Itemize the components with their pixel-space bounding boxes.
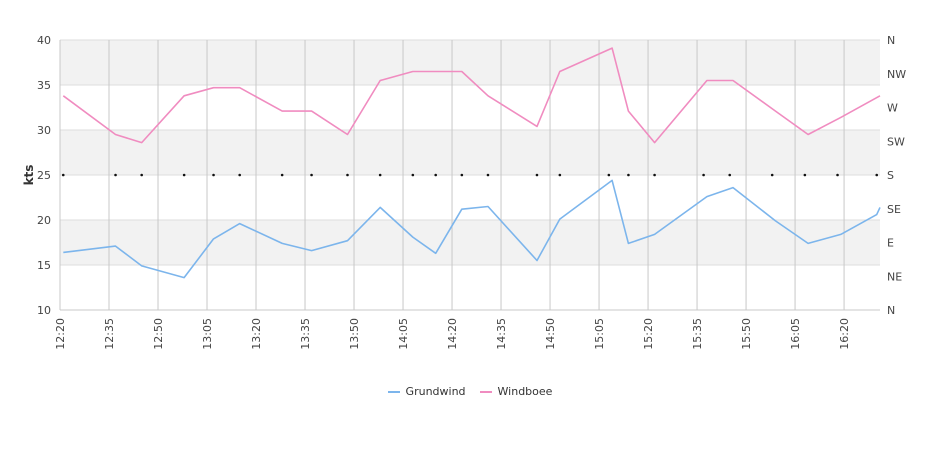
y2-tick-label: E [887, 237, 894, 250]
x-tick-label: 14:05 [397, 318, 410, 350]
series-line-windboee [62, 47, 881, 144]
y2-tick-label: NE [887, 270, 902, 283]
direction-point [486, 173, 490, 177]
x-tick-label: 12:20 [54, 318, 67, 350]
direction-point [140, 173, 143, 177]
x-tick-label: 14:35 [495, 318, 508, 350]
direction-point [607, 173, 611, 177]
legend-label-grundwind: Grundwind [405, 385, 466, 398]
y-tick-label: 35 [37, 79, 51, 92]
legend-swatch-grundwind [387, 390, 400, 393]
direction-point [728, 173, 732, 177]
series-line-grundwind [63, 179, 881, 279]
x-tick-label: 15:05 [593, 318, 606, 350]
y-tick-label: 10 [37, 304, 51, 317]
direction-point [182, 173, 186, 177]
y-tick-label: 40 [37, 34, 51, 47]
direction-point [770, 173, 774, 177]
direction-point [378, 173, 382, 177]
legend-label-windboee: Windboee [497, 385, 553, 398]
x-tick-label: 13:20 [250, 318, 263, 350]
direction-point [460, 173, 464, 177]
y-tick-label: 15 [37, 259, 51, 272]
y2-tick-label: W [887, 102, 898, 115]
x-tick-label: 16:20 [838, 318, 851, 350]
y2-tick-label: SE [887, 203, 901, 216]
y-tick-label: 30 [37, 124, 51, 137]
y2-tick-label: N [887, 34, 895, 47]
y2-tick-label: SW [887, 135, 905, 148]
plot-band [60, 220, 880, 265]
direction-point [653, 173, 656, 177]
plot-band [60, 130, 880, 175]
plot-band [60, 40, 880, 85]
x-tick-label: 12:50 [152, 318, 165, 350]
direction-point [627, 173, 630, 177]
direction-point [238, 173, 241, 177]
legend-item-windboee[interactable]: Windboee [479, 385, 553, 398]
x-tick-label: 15:20 [642, 318, 655, 350]
x-tick-label: 16:05 [789, 318, 802, 350]
y-axis-title: kts [22, 165, 36, 186]
y2-tick-label: NW [887, 68, 906, 81]
direction-point [535, 173, 539, 177]
y-tick-label: 25 [37, 169, 51, 182]
direction-point [212, 173, 215, 177]
y-tick-label: 20 [37, 214, 51, 227]
direction-point [803, 173, 807, 177]
direction-point [114, 173, 117, 177]
legend-item-grundwind[interactable]: Grundwind [387, 385, 466, 398]
y2-tick-label: S [887, 169, 894, 182]
x-tick-label: 14:50 [544, 318, 557, 350]
x-tick-label: 13:05 [201, 318, 214, 350]
direction-point [61, 173, 65, 177]
x-tick-label: 14:20 [446, 318, 459, 350]
direction-point [702, 173, 705, 177]
chart-legend: Grundwind Windboee [0, 385, 940, 398]
direction-point [310, 173, 313, 177]
direction-point [875, 173, 879, 177]
direction-point [558, 173, 562, 177]
direction-point [280, 173, 284, 177]
x-tick-label: 13:35 [299, 318, 312, 350]
y2-tick-label: N [887, 304, 895, 317]
direction-point [836, 173, 839, 177]
legend-swatch-windboee [479, 390, 492, 393]
x-tick-label: 15:35 [691, 318, 704, 350]
direction-point [411, 173, 415, 177]
direction-point [346, 173, 349, 177]
x-tick-label: 15:50 [740, 318, 753, 350]
x-tick-label: 12:35 [103, 318, 116, 350]
x-tick-label: 13:50 [348, 318, 361, 350]
direction-point [434, 173, 437, 177]
